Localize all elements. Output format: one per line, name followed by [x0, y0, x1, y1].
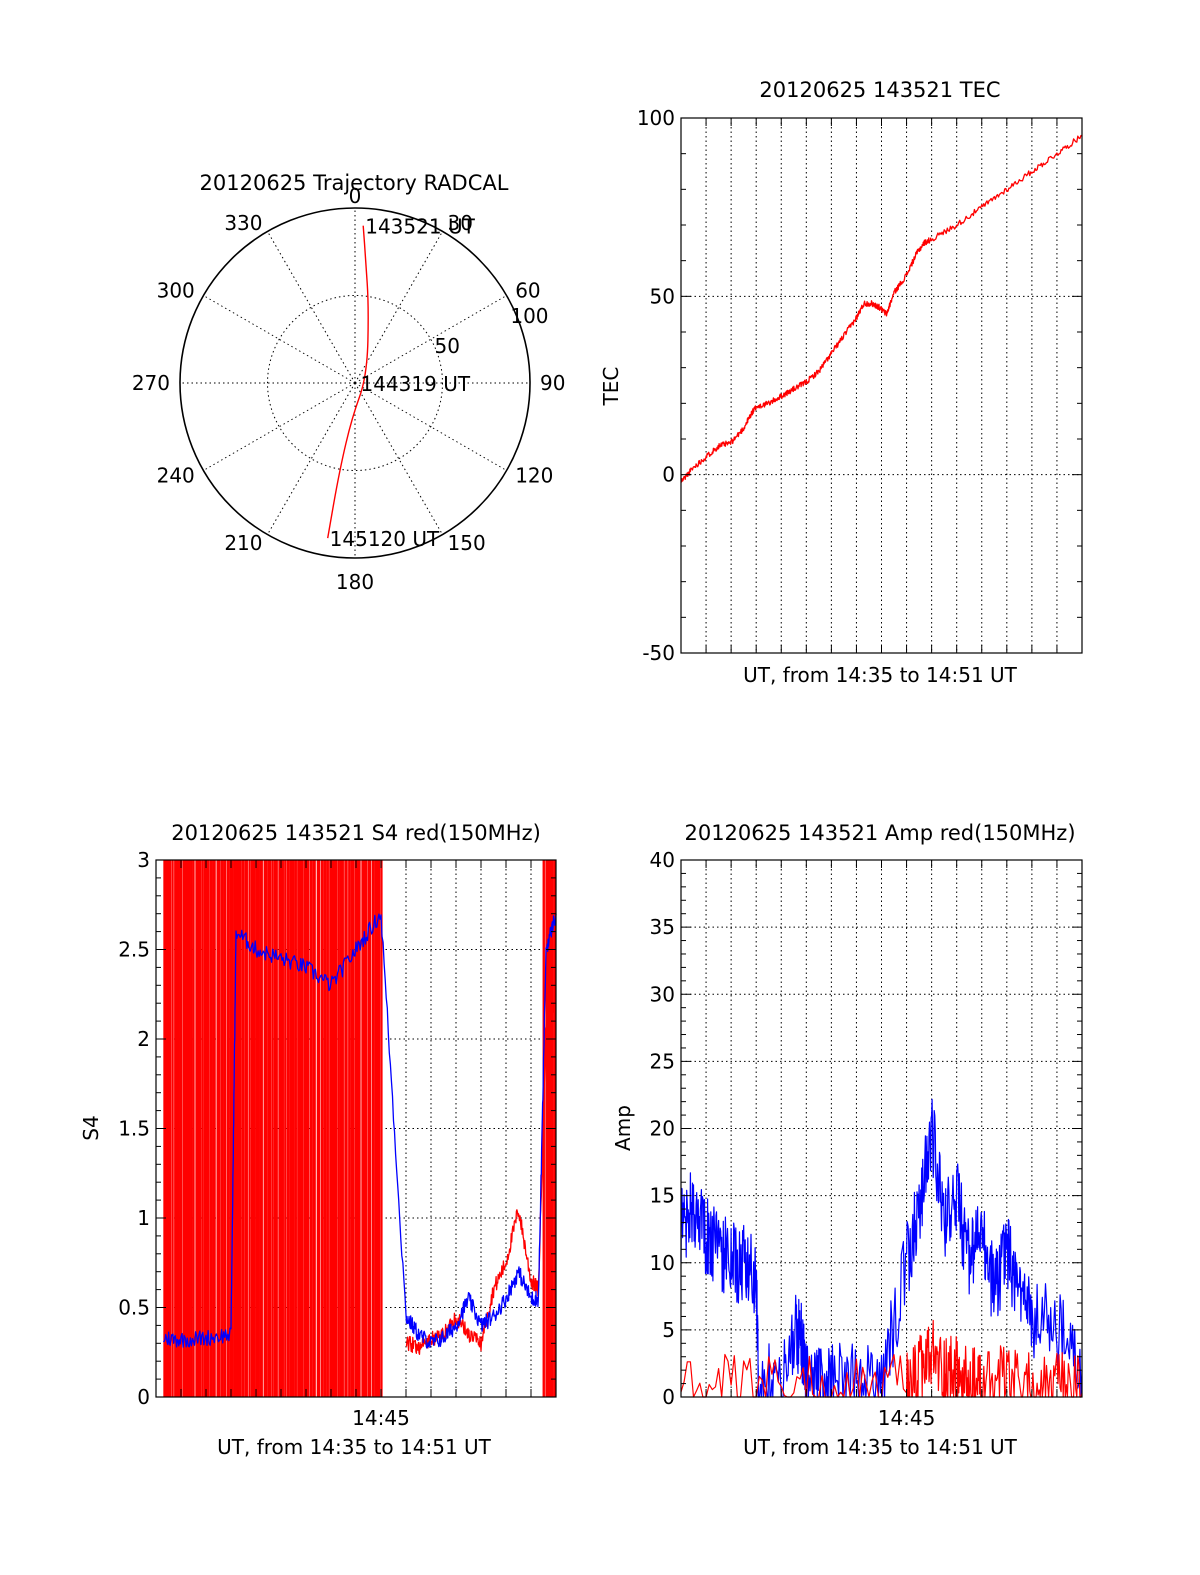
trajectory-time-label: 143521 UT: [365, 215, 475, 239]
plot-frame: [680, 859, 1083, 1398]
polar-angle-label: 240: [157, 464, 195, 488]
trajectory-annotations: 143521 UT 144319 UT 145120 UT: [330, 215, 476, 551]
polar-angle-label: 150: [448, 531, 486, 555]
amp-ylabel: Amp: [611, 1105, 635, 1151]
trajectory-path: [327, 225, 369, 539]
y-tick-label: 10: [650, 1251, 675, 1275]
polar-radial-label: 100: [510, 304, 548, 328]
y-tick-label: 40: [650, 848, 675, 872]
y-tick-label: 0: [662, 463, 675, 487]
polar-angle-label: 210: [224, 531, 262, 555]
y-tick-label: 2: [137, 1027, 150, 1051]
amp-plot-area: 0 5 10 15 20 25 30 35 40 14:45: [650, 848, 1083, 1430]
y-tick-label: 100: [637, 106, 675, 130]
trajectory-polar-chart: 20120625 Trajectory RADCAL 0 30 60 90 120 150…: [132, 171, 566, 594]
y-tick-label: 0: [137, 1385, 150, 1409]
trajectory-line: [327, 225, 369, 539]
y-tick-label: 0: [662, 1385, 675, 1409]
tec-title: 20120625 143521 TEC: [759, 78, 1000, 102]
series-line-red: [680, 134, 1083, 483]
polar-angle-label: 120: [515, 464, 553, 488]
amp-title: 20120625 143521 Amp red(150MHz): [684, 821, 1075, 845]
polar-angle-label: 30: [448, 211, 473, 235]
amp-xlabel: UT, from 14:35 to 14:51 UT: [743, 1435, 1018, 1459]
polar-angle-label: 330: [224, 211, 262, 235]
x-tick-label: 14:45: [352, 1406, 410, 1430]
y-tick-label: 25: [650, 1049, 675, 1073]
y-tick-label: 2.5: [118, 938, 150, 962]
x-tick-label: 14:45: [878, 1406, 936, 1430]
polar-spoke: [203, 382, 356, 471]
polar-outer-circle: [179, 207, 531, 559]
trajectory-title: 20120625 Trajectory RADCAL: [200, 171, 509, 195]
s4-xlabel: UT, from 14:35 to 14:51 UT: [217, 1435, 492, 1459]
tec-plot-area: -50 0 50 100: [637, 106, 1083, 665]
y-tick-label: 1: [137, 1206, 150, 1230]
y-tick-label: 5: [662, 1318, 675, 1342]
amp-chart: 20120625 143521 Amp red(150MHz) Amp UT, …: [611, 821, 1083, 1459]
s4-ylabel: S4: [79, 1115, 103, 1140]
y-tick-label: 35: [650, 915, 675, 939]
y-tick-label: 20: [650, 1117, 675, 1141]
tec-xlabel: UT, from 14:35 to 14:51 UT: [743, 663, 1018, 687]
y-tick-label: -50: [642, 641, 675, 665]
s4-chart: 20120625 143521 S4 red(150MHz) S4 UT, fr…: [79, 821, 557, 1459]
polar-grid: [179, 207, 531, 559]
y-tick-label: 30: [650, 982, 675, 1006]
y-tick-label: 15: [650, 1184, 675, 1208]
y-tick-label: 0.5: [118, 1296, 150, 1320]
polar-angle-label: 60: [515, 279, 540, 303]
polar-angle-label: 300: [157, 279, 195, 303]
s4-title: 20120625 143521 S4 red(150MHz): [171, 821, 541, 845]
polar-radial-labels: 50 100: [434, 304, 548, 358]
polar-angle-labels: 0 30 60 90 120 150 180 210 240 270 300 330: [132, 184, 566, 594]
polar-inner-circle: [267, 295, 443, 471]
polar-radial-label: 50: [434, 334, 459, 358]
s4-plot-area: 0 0.5 1 1.5 2 2.5 3 14:45: [118, 848, 557, 1430]
y-tick-label: 3: [137, 848, 150, 872]
trajectory-time-label: 145120 UT: [330, 527, 440, 551]
y-tick-label: 50: [650, 284, 675, 308]
polar-angle-label: 90: [540, 371, 565, 395]
tec-ylabel: TEC: [599, 367, 623, 407]
series-line-blue: [680, 1098, 1083, 1398]
series-line-blue: [162, 913, 557, 1349]
tec-chart: 20120625 143521 TEC TEC UT, from 14:35 t…: [599, 78, 1083, 687]
trajectory-time-label: 144319 UT: [361, 372, 471, 396]
polar-angle-label: 180: [336, 570, 374, 594]
y-tick-label: 1.5: [118, 1117, 150, 1141]
polar-angle-label: 270: [132, 371, 170, 395]
polar-spoke: [354, 295, 507, 384]
polar-angle-label: 0: [349, 184, 362, 208]
